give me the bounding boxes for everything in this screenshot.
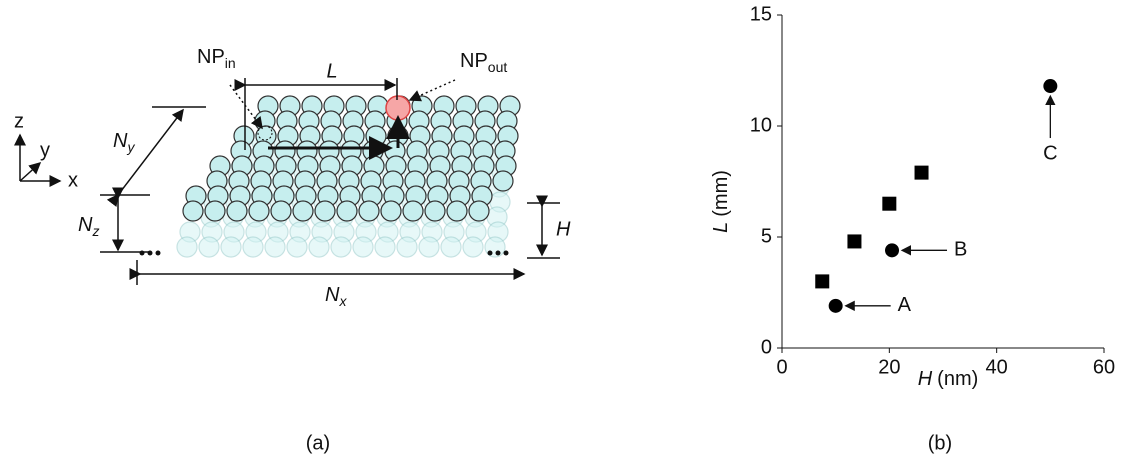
particle (447, 201, 467, 221)
particle (375, 237, 395, 257)
y-tick-label: 15 (750, 3, 772, 25)
np-out-particle (386, 96, 410, 120)
np-out-label: NPout (460, 50, 507, 74)
y-tick-label: 5 (761, 225, 772, 247)
axis-y: y (40, 139, 50, 161)
particle (265, 237, 285, 257)
particle (359, 201, 379, 221)
particle (469, 201, 489, 221)
particle (403, 201, 423, 221)
particle (441, 237, 461, 257)
x-label-unit: (nm) (937, 368, 978, 390)
y-label-unit: (mm) (710, 170, 732, 217)
annotation: C (1043, 142, 1057, 164)
circle-point (1043, 79, 1057, 93)
annotation: A (898, 294, 912, 316)
particle (293, 201, 313, 221)
circle-point (829, 299, 843, 313)
particle (337, 201, 357, 221)
particle (271, 201, 291, 221)
figure: NPin NPout L Ny Nz Nx H z y x (a) 0 5 10 15… (0, 0, 1126, 472)
particle (419, 237, 439, 257)
caption-a: (a) (306, 432, 330, 454)
scatter-chart: 0 5 10 15 0 20 40 60 H(nm) L (mm) (b) A B C (710, 3, 1115, 454)
height-label: H (556, 218, 571, 240)
ny-label: Ny (113, 130, 135, 154)
particle (315, 201, 335, 221)
particle (381, 201, 401, 221)
particle (221, 237, 241, 257)
particle (287, 237, 307, 257)
y-label-var: L (710, 222, 732, 233)
x-tick-label: 0 (776, 356, 787, 378)
x-axis-label: H(nm) (918, 368, 979, 390)
y-tick-label: 0 (761, 336, 772, 358)
y-tick-label: 10 (750, 114, 772, 136)
x-tick-label: 40 (986, 356, 1008, 378)
annotation: B (954, 239, 967, 261)
axis-x: x (68, 169, 78, 191)
length-label: L (326, 60, 337, 82)
particle (205, 201, 225, 221)
nanoparticle-pile (177, 96, 520, 257)
x-tick-label: 20 (878, 356, 900, 378)
particle (183, 201, 203, 221)
particle (463, 237, 483, 257)
nx-label: Nx (325, 284, 347, 308)
circle-point (885, 243, 899, 257)
x-label-var: H (918, 368, 933, 390)
particle (243, 237, 263, 257)
particle (331, 237, 351, 257)
caption-b: (b) (928, 432, 952, 454)
square-point (847, 234, 861, 248)
square-point (882, 197, 896, 211)
page: {"panel_a": {"np_in": {"base": "NP", "su… (0, 0, 1126, 472)
x-tick-label: 60 (1093, 356, 1115, 378)
np-in-label: NPin (197, 46, 236, 70)
square-point (815, 274, 829, 288)
particle (227, 201, 247, 221)
particle (177, 237, 197, 257)
particle (397, 237, 417, 257)
particle (249, 201, 269, 221)
axis-z: z (14, 110, 24, 132)
square-point (915, 166, 929, 180)
particle (353, 237, 373, 257)
nz-label: Nz (78, 214, 99, 238)
y-axis-label: L (mm) (710, 170, 732, 233)
particle (493, 171, 513, 191)
particle (199, 237, 219, 257)
particle (425, 201, 445, 221)
particle (309, 237, 329, 257)
